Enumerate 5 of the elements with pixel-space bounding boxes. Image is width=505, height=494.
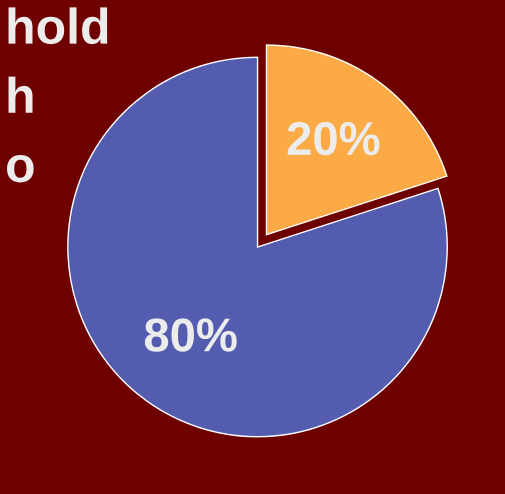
text: o	[7, 155, 34, 182]
text: h	[8, 76, 32, 113]
text: hold	[8, 7, 108, 44]
data-label: 20%	[288, 122, 380, 156]
data-label: 80%	[144, 318, 237, 352]
